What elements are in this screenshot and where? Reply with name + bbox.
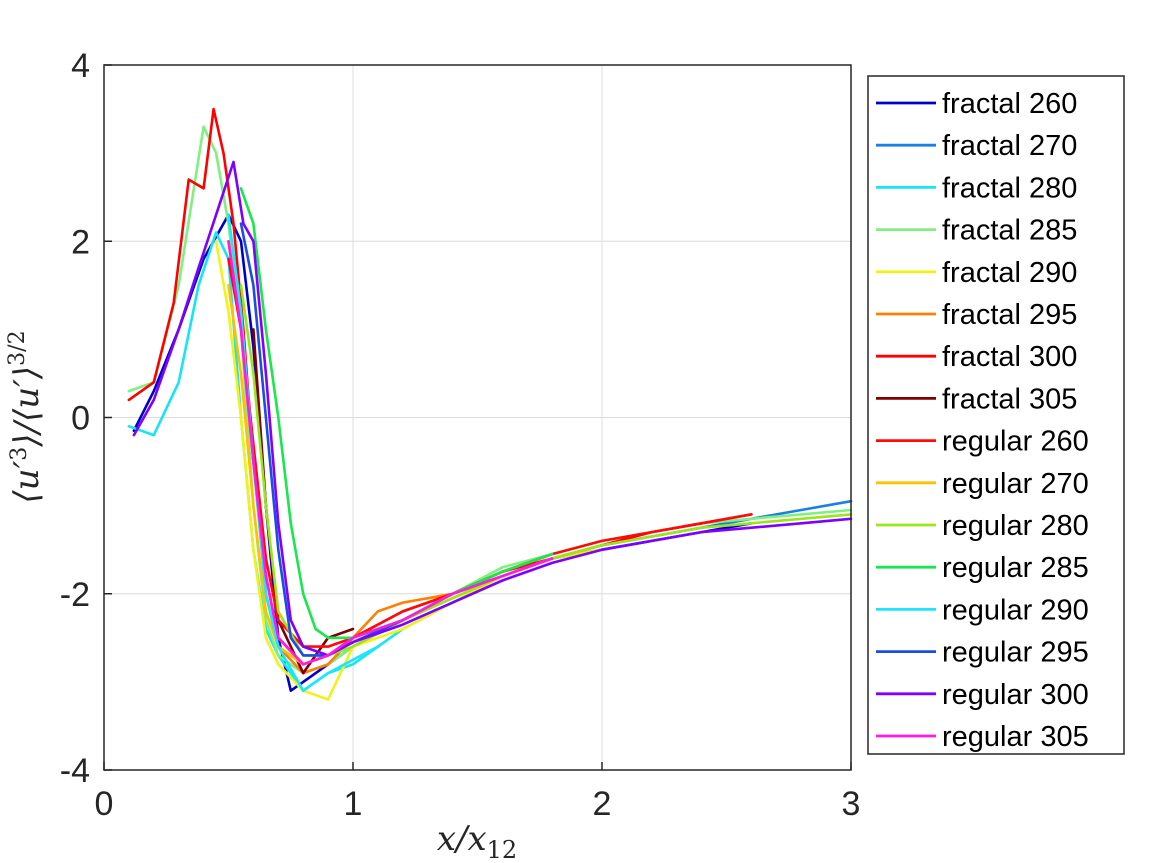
legend-label: fractal 280 bbox=[942, 172, 1077, 204]
series-line bbox=[227, 240, 554, 666]
legend: fractal 260 fractal 270 fractal 280 fractal… bbox=[867, 75, 1125, 755]
legend-items: fractal 260 fractal 270 fractal 280 fractal… bbox=[876, 88, 1089, 753]
series-line bbox=[239, 284, 853, 657]
legend-label: fractal 270 bbox=[942, 130, 1077, 162]
tick-marks bbox=[103, 64, 852, 771]
legend-label: fractal 300 bbox=[942, 341, 1077, 373]
legend-label: regular 285 bbox=[942, 552, 1089, 584]
series-line bbox=[132, 160, 853, 657]
legend-label: regular 260 bbox=[942, 426, 1089, 458]
legend-label: regular 270 bbox=[942, 468, 1089, 500]
legend-label: fractal 285 bbox=[942, 215, 1077, 247]
y-tick-label: -4 bbox=[60, 752, 90, 790]
legend-label: regular 305 bbox=[942, 721, 1089, 753]
legend-box bbox=[867, 75, 1125, 755]
legend-label: fractal 305 bbox=[942, 383, 1077, 415]
y-axis-label: ⟨u′3⟩/⟨u′⟩3/2 bbox=[5, 330, 47, 503]
plot-area bbox=[103, 64, 853, 771]
y-tick-labels: 4 2 0 -2 -4 bbox=[60, 47, 90, 790]
y-tick-label: 2 bbox=[71, 223, 90, 261]
y-tick-label: -2 bbox=[60, 576, 90, 614]
series-line bbox=[227, 257, 753, 648]
series-line bbox=[214, 240, 604, 701]
y-tick-label: 0 bbox=[71, 400, 90, 438]
legend-label: fractal 290 bbox=[942, 257, 1077, 289]
series-layer bbox=[127, 107, 853, 701]
x-tick-label: 3 bbox=[842, 785, 861, 823]
x-tick-label: 0 bbox=[95, 785, 114, 823]
legend-label: regular 295 bbox=[942, 637, 1089, 669]
x-tick-labels: 0 1 2 3 bbox=[95, 785, 861, 823]
y-tick-label: 4 bbox=[71, 47, 90, 85]
x-tick-label: 2 bbox=[593, 785, 612, 823]
legend-label: fractal 295 bbox=[942, 299, 1077, 331]
legend-label: regular 280 bbox=[942, 510, 1089, 542]
legend-label: regular 300 bbox=[942, 679, 1089, 711]
x-tick-label: 1 bbox=[344, 785, 363, 823]
legend-label: fractal 260 bbox=[942, 88, 1077, 120]
legend-label: regular 290 bbox=[942, 594, 1089, 626]
